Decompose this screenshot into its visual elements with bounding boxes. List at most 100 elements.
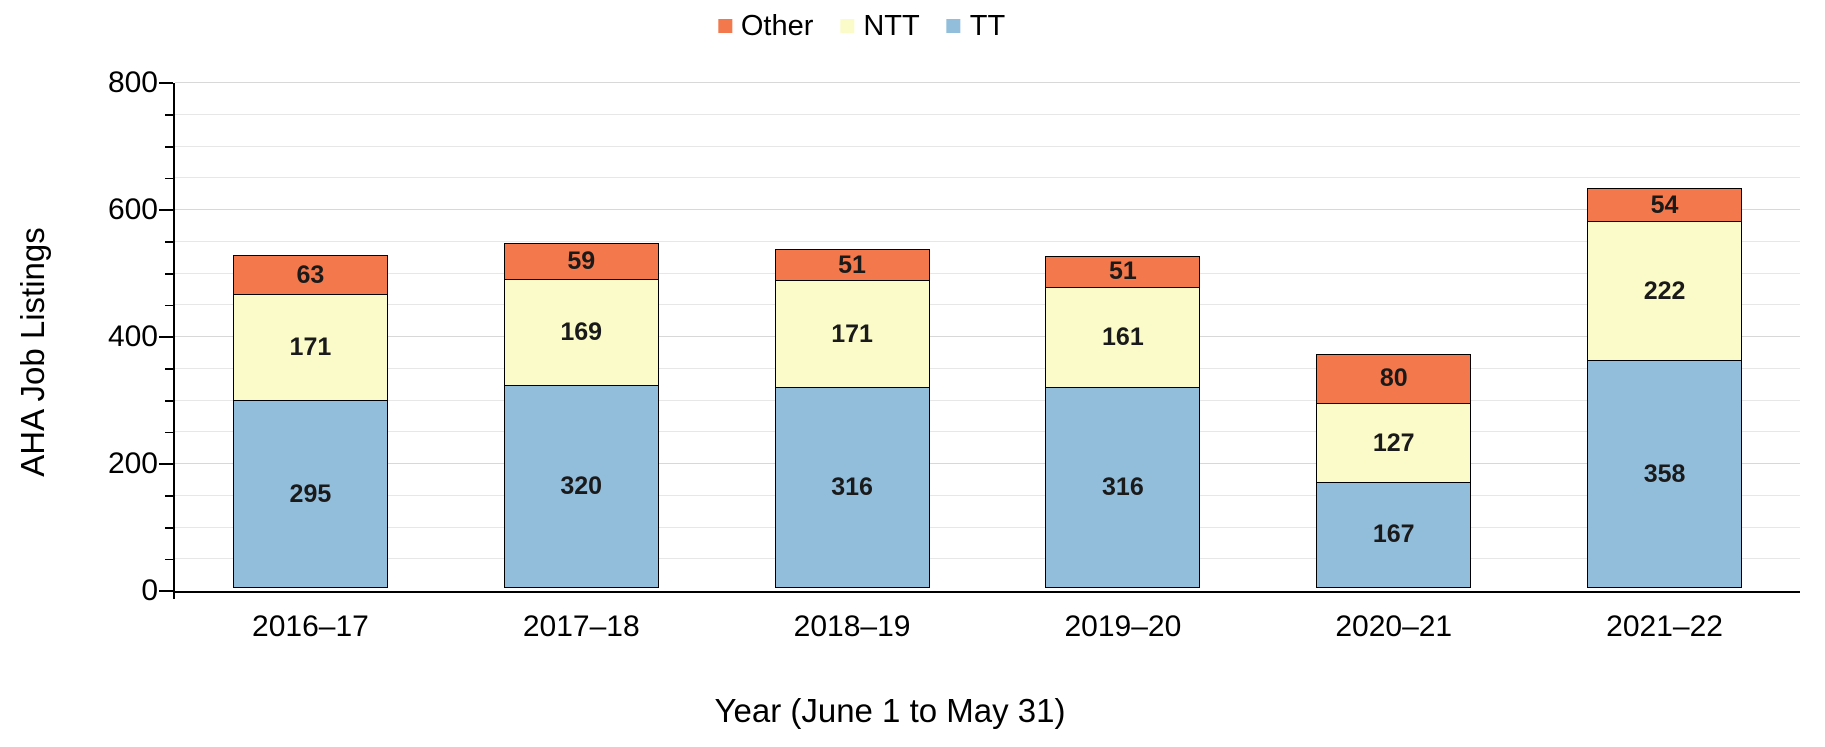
y-axis-line xyxy=(173,83,175,599)
x-tick-labels: 2016–17 2017–18 2018–19 2019–20 2020–21 2021–… xyxy=(175,610,1800,644)
legend-label: NTT xyxy=(863,10,920,42)
value-label: 169 xyxy=(560,318,603,347)
legend-label: Other xyxy=(740,10,814,42)
value-label: 54 xyxy=(1650,191,1679,220)
value-label: 358 xyxy=(1643,459,1686,488)
other-segment: 63 xyxy=(232,255,388,296)
value-label: 171 xyxy=(289,333,332,362)
y-axis-tick xyxy=(165,177,173,180)
gridline-minor xyxy=(175,113,1800,115)
value-label: 59 xyxy=(567,247,596,276)
gridline-major xyxy=(175,209,1800,210)
bar-2018–19: 51 171 316 xyxy=(774,249,930,591)
gridline-major xyxy=(175,82,1800,83)
other-segment: 51 xyxy=(1045,255,1201,289)
bar-2017–18: 59 169 320 xyxy=(503,243,659,591)
gridline-minor xyxy=(175,304,1800,306)
y-axis-tick xyxy=(159,463,173,465)
ntt-segment: 169 xyxy=(503,278,659,387)
legend-item-other: Other xyxy=(717,9,814,43)
tt-segment: 295 xyxy=(232,400,388,588)
ntt-segment: 171 xyxy=(774,280,930,389)
ntt-segment: 222 xyxy=(1587,221,1743,363)
other-segment: 80 xyxy=(1316,353,1472,405)
value-label: 316 xyxy=(1102,472,1144,501)
gridline-minor xyxy=(175,145,1800,147)
gridline-major xyxy=(175,463,1800,464)
tt-segment: 167 xyxy=(1316,481,1472,588)
y-axis-tick xyxy=(165,558,173,561)
ntt-segment: 127 xyxy=(1316,402,1472,484)
gridline-minor xyxy=(175,399,1800,401)
x-tick-label: 2020–21 xyxy=(1335,610,1453,643)
gridline-minor xyxy=(175,367,1800,369)
ntt-segment: 171 xyxy=(232,293,388,403)
legend-swatch-icon xyxy=(840,19,855,33)
y-axis-tick xyxy=(165,241,173,243)
y-axis-tick xyxy=(165,273,173,275)
plot-area: 63 171 295 59 169 320 51 171 316 51 161 316 80 127 167… xyxy=(159,82,1800,599)
y-tick-label: 200 xyxy=(107,447,158,480)
other-segment: 51 xyxy=(774,249,930,282)
value-label: 80 xyxy=(1379,364,1408,393)
value-label: 167 xyxy=(1372,520,1415,549)
bar-band-2017–18: 59 169 320 xyxy=(446,83,717,591)
y-tick-label: 600 xyxy=(107,193,158,226)
value-label: 316 xyxy=(831,472,873,501)
tt-segment: 316 xyxy=(1045,387,1201,588)
gridline-minor xyxy=(175,558,1800,560)
legend-label: TT xyxy=(969,10,1006,42)
y-axis-tick xyxy=(165,146,173,148)
y-axis-tick xyxy=(165,368,173,370)
value-label: 51 xyxy=(1108,257,1137,286)
bar-2020–21: 80 127 167 xyxy=(1316,353,1472,591)
y-tick-label: 0 xyxy=(141,574,158,607)
bars-layer: 63 171 295 59 169 320 51 171 316 51 161 316 80 127 167… xyxy=(175,83,1800,591)
gridline-major xyxy=(175,336,1800,337)
gridline-minor xyxy=(175,240,1800,242)
chart-legend: Other NTT TT xyxy=(717,9,1006,43)
bar-band-2020–21: 80 127 167 xyxy=(1258,83,1529,591)
x-tick-label: 2016–17 xyxy=(252,610,369,643)
other-segment: 59 xyxy=(503,243,659,281)
bar-2016–17: 63 171 295 xyxy=(232,255,388,591)
y-tick-label: 400 xyxy=(107,320,158,353)
gridline-minor xyxy=(175,494,1800,496)
bar-2019–20: 51 161 316 xyxy=(1045,255,1201,591)
y-axis-tick xyxy=(165,114,173,116)
tt-segment: 316 xyxy=(774,387,930,588)
bar-band-2019–20: 51 161 316 xyxy=(987,83,1258,591)
gridline-minor xyxy=(175,526,1800,528)
y-axis-tick xyxy=(159,209,173,211)
bar-band-2016–17: 63 171 295 xyxy=(175,83,446,591)
x-axis-line xyxy=(173,591,1800,593)
gridline-minor xyxy=(175,272,1800,274)
other-segment: 54 xyxy=(1587,188,1743,223)
y-axis-tick xyxy=(165,400,173,402)
value-label: 127 xyxy=(1372,428,1415,457)
y-axis-tick xyxy=(165,527,173,529)
bar-band-2018–19: 51 171 316 xyxy=(717,83,988,591)
y-tick-label: 800 xyxy=(107,66,158,99)
ntt-segment: 161 xyxy=(1045,286,1201,389)
tt-segment: 320 xyxy=(503,384,659,588)
y-axis-tick xyxy=(159,82,173,84)
bar-band-2021–22: 54 222 358 xyxy=(1529,83,1800,591)
legend-item-ntt: NTT xyxy=(840,9,920,43)
legend-item-tt: TT xyxy=(946,9,1006,43)
value-label: 295 xyxy=(289,479,332,508)
tt-segment: 358 xyxy=(1587,360,1743,588)
y-axis-tick xyxy=(165,431,173,434)
value-label: 320 xyxy=(560,471,603,500)
bar-2021–22: 54 222 358 xyxy=(1587,188,1743,591)
legend-swatch-icon xyxy=(946,19,961,33)
gridline-minor xyxy=(175,177,1800,179)
x-tick-label: 2019–20 xyxy=(1064,610,1182,643)
value-label: 51 xyxy=(838,251,866,280)
value-label: 171 xyxy=(831,319,873,348)
x-tick-label: 2017–18 xyxy=(522,610,640,643)
value-label: 161 xyxy=(1102,323,1144,352)
x-tick-label: 2018–19 xyxy=(793,610,911,643)
x-axis-title: Year (June 1 to May 31) xyxy=(714,692,1066,729)
